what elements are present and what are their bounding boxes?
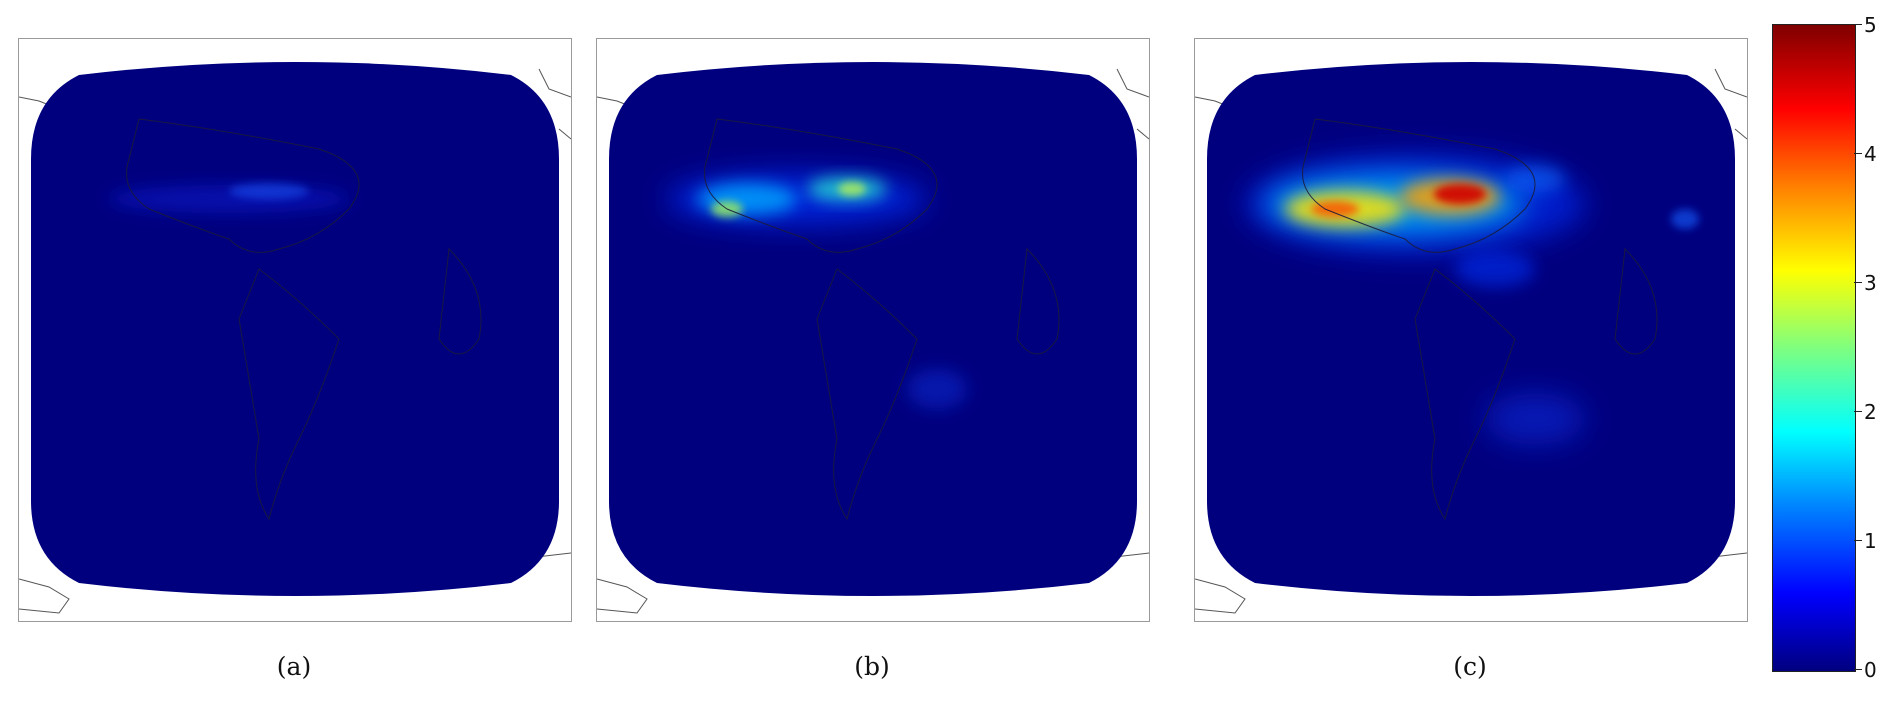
emission-field-c	[1245, 118, 1699, 521]
colorbar-tick-1	[1854, 540, 1862, 541]
disk-background	[31, 62, 559, 596]
caption-b: (b)	[854, 652, 890, 681]
colorbar-tick-2	[1854, 411, 1862, 412]
emission-field-b	[667, 118, 1060, 521]
map-panel-c	[1194, 38, 1748, 622]
map-panel-a	[18, 38, 572, 622]
caption-a: (a)	[276, 652, 312, 681]
map-a	[19, 62, 571, 614]
map-b	[597, 62, 1149, 614]
disk-background	[609, 62, 1137, 596]
colorbar-label-1: 1	[1864, 529, 1877, 553]
colorbar-tick-0	[1854, 669, 1862, 670]
disk-background	[1207, 62, 1735, 596]
colorbar-label-0: 0	[1864, 658, 1877, 682]
map-c	[1195, 62, 1747, 614]
colorbar-label-3: 3	[1864, 271, 1877, 295]
continent-outlines	[704, 118, 1060, 521]
colorbar-label-4: 4	[1864, 142, 1877, 166]
emission-field-a	[109, 118, 482, 521]
colorbar-label-5: 5	[1864, 13, 1877, 37]
continent-outlines	[1302, 118, 1658, 521]
map-panel-b	[596, 38, 1150, 622]
colorbar	[1772, 24, 1856, 672]
colorbar-tick-3	[1854, 282, 1862, 283]
caption-c: (c)	[1453, 652, 1487, 681]
colorbar-label-2: 2	[1864, 400, 1877, 424]
colorbar-tick-4	[1854, 153, 1862, 154]
continent-outlines	[126, 118, 482, 521]
colorbar-tick-5	[1854, 24, 1862, 25]
